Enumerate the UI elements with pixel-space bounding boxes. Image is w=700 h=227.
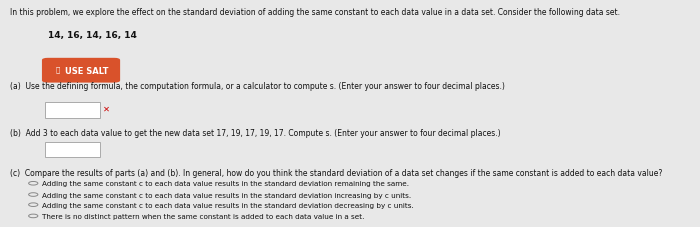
FancyBboxPatch shape [45,103,100,118]
Text: 📋: 📋 [55,67,60,73]
Text: Adding the same constant c to each data value results in the standard deviation : Adding the same constant c to each data … [42,202,414,208]
Text: (a)  Use the defining formula, the computation formula, or a calculator to compu: (a) Use the defining formula, the comput… [10,82,505,91]
Text: (c)  Compare the results of parts (a) and (b). In general, how do you think the : (c) Compare the results of parts (a) and… [10,168,662,177]
Text: 14, 16, 14, 16, 14: 14, 16, 14, 16, 14 [48,31,136,39]
Text: USE SALT: USE SALT [65,67,108,75]
Text: There is no distinct pattern when the same constant is added to each data value : There is no distinct pattern when the sa… [42,213,364,219]
Text: ✕: ✕ [103,105,110,114]
Text: Adding the same constant c to each data value results in the standard deviation : Adding the same constant c to each data … [42,192,411,198]
FancyBboxPatch shape [45,142,100,157]
Text: In this problem, we explore the effect on the standard deviation of adding the s: In this problem, we explore the effect o… [10,8,620,17]
Text: Adding the same constant c to each data value results in the standard deviation : Adding the same constant c to each data … [42,180,409,186]
FancyBboxPatch shape [42,59,120,83]
Text: (b)  Add 3 to each data value to get the new data set 17, 19, 17, 19, 17. Comput: (b) Add 3 to each data value to get the … [10,128,500,137]
